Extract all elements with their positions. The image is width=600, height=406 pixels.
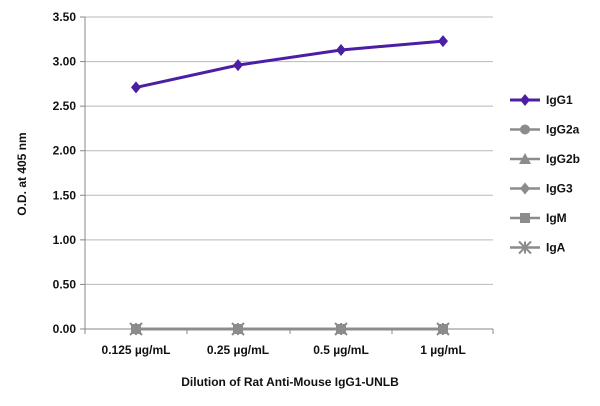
data-point-iga xyxy=(436,322,450,336)
legend-label-igg3: IgG3 xyxy=(546,182,573,196)
data-point-igg1 xyxy=(131,81,141,94)
series-group xyxy=(129,35,450,336)
y-tick-label: 2.00 xyxy=(53,144,77,158)
x-tick-label: 0.125 µg/mL xyxy=(102,343,171,357)
legend: IgG1 IgG2a IgG2b IgG3 IgM IgA xyxy=(510,93,580,255)
legend-label-iga: IgA xyxy=(546,241,566,255)
legend-marker-igg2b xyxy=(519,153,531,164)
legend-label-igm: IgM xyxy=(546,211,567,225)
data-point-iga xyxy=(231,322,245,336)
y-tick-label: 0.50 xyxy=(53,277,77,291)
x-tick-label: 0.25 µg/mL xyxy=(207,343,269,357)
y-tick-label: 3.00 xyxy=(53,55,77,69)
y-tick-label: 1.00 xyxy=(53,233,77,247)
axes: 0.00 0.50 1.00 1.50 2.00 2.50 3.00 3.50 0.125 µg… xyxy=(53,10,494,357)
legend-marker-iga xyxy=(518,240,532,255)
data-point-igg1 xyxy=(438,35,448,48)
x-tick-label: 1 µg/mL xyxy=(420,343,466,357)
y-axis-title: O.D. at 405 nm xyxy=(15,132,29,215)
legend-label-igg2b: IgG2b xyxy=(546,152,580,166)
legend-marker-igm xyxy=(520,213,530,223)
x-axis-title: Dilution of Rat Anti-Mouse IgG1-UNLB xyxy=(181,375,399,389)
legend-label-igg2a: IgG2a xyxy=(546,123,580,137)
legend-marker-igg3 xyxy=(520,182,530,195)
legend-marker-igg2a xyxy=(520,124,530,135)
gridlines xyxy=(85,16,493,285)
data-point-iga xyxy=(334,322,348,336)
y-tick-label: 2.50 xyxy=(53,99,77,113)
y-tick-label: 0.00 xyxy=(53,322,77,336)
legend-marker-igg1 xyxy=(520,94,530,106)
x-tick-label: 0.5 µg/mL xyxy=(313,343,369,357)
data-point-iga xyxy=(129,322,143,336)
data-point-igg1 xyxy=(336,43,346,56)
data-point-igg1 xyxy=(233,59,243,72)
y-tick-label: 3.50 xyxy=(53,10,77,24)
series-line-igg1 xyxy=(135,39,444,89)
y-tick-label: 1.50 xyxy=(53,188,77,202)
legend-label-igg1: IgG1 xyxy=(546,93,573,107)
